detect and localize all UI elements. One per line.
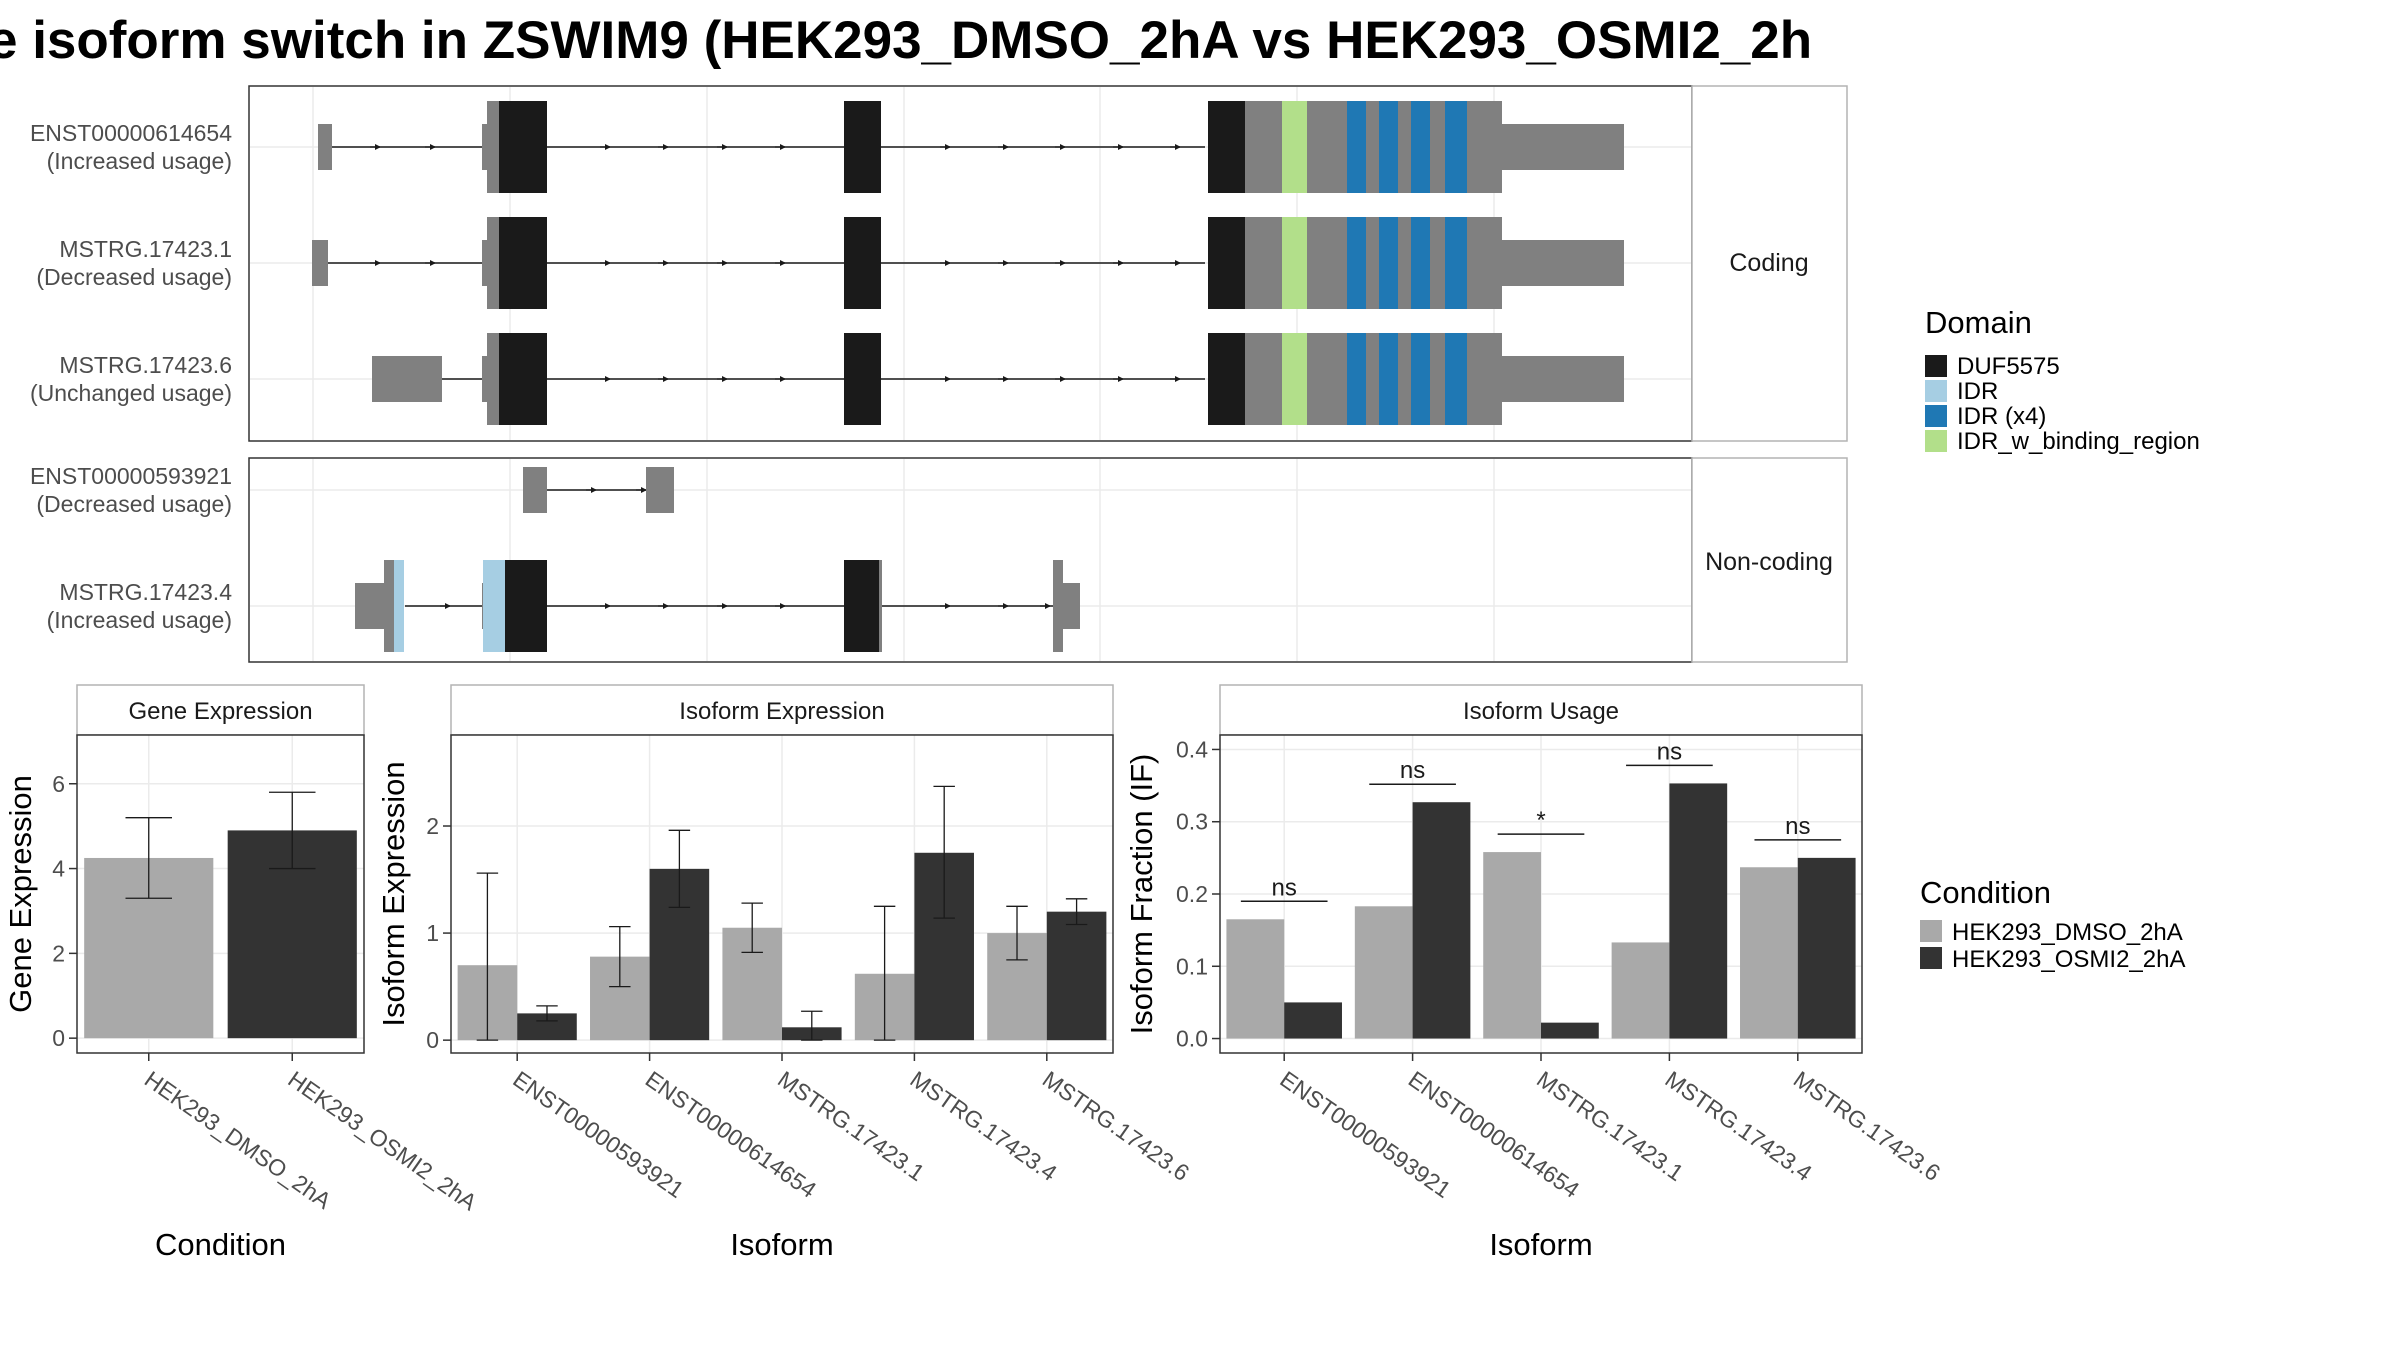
transcript-enst00000614654 [318,101,1624,193]
isoform-label-usage: (Increased usage) [47,607,232,633]
significance-label: ns [1657,738,1682,765]
significance-label: ns [1272,874,1297,901]
bar [1541,1022,1599,1039]
transcript-mstrg-17423-4 [355,560,1080,652]
transcript-enst00000593921 [523,467,674,513]
y-tick-label: 0 [52,1025,65,1051]
y-tick-label: 1 [426,920,439,946]
domain-legend-title: Domain [1925,305,2032,340]
bar [1046,911,1107,1041]
isoform-usage-chart: Isoform Usagensns*nsns0.00.10.20.30.4ENS… [1124,684,1945,1262]
legend-label: HEK293_OSMI2_2hA [1952,946,2185,973]
y-axis-title: Isoform Fraction (IF) [1124,754,1159,1035]
panel-noncoding-border [248,457,1693,663]
bar [1354,906,1413,1039]
chart-title: Isoform Usage [1463,698,1619,725]
facet-label-coding: Coding [1729,249,1808,277]
x-tick-label: MSTRG.17423.4 [906,1066,1062,1186]
isoform-expression-chart: Isoform Expression012ENST00000593921ENST… [376,684,1194,1262]
y-tick-label: 2 [426,813,439,839]
isoform-labels: ENST00000614654 (Increased usage) MSTRG.… [30,120,232,633]
bar [1669,783,1728,1039]
isoform-label-usage: (Unchanged usage) [30,380,232,406]
y-tick-label: 4 [52,856,65,882]
domain-legend: Domain DUF5575 IDR IDR (x4) IDR_w_bindin… [1925,305,2200,455]
isoform-label-id: ENST00000593921 [30,463,232,489]
plot-border [76,734,365,1054]
y-tick-label: 2 [52,940,65,966]
bar [1483,852,1541,1039]
legend-swatch-idr [1925,380,1947,402]
bar [1611,942,1670,1039]
chart-title-strip [450,684,1114,736]
x-axis-title: Isoform [1489,1227,1592,1262]
bar [1412,802,1471,1039]
facet-strip-noncoding [1691,457,1848,663]
x-axis-title: Condition [155,1227,286,1262]
bar [1740,867,1798,1039]
x-tick-label: MSTRG.17423.6 [1038,1066,1194,1186]
significance-label: ns [1400,757,1425,784]
significance-label: ns [1785,813,1810,840]
legend-label: HEK293_DMSO_2hA [1952,919,2183,946]
transcript-mstrg-17423-1 [312,217,1624,309]
chart-title-strip [76,684,365,736]
isoform-label-usage: (Increased usage) [47,148,232,174]
legend-swatch-idr-binding [1925,430,1947,452]
legend-label: IDR_w_binding_region [1957,428,2200,455]
y-axis-title: Isoform Expression [376,761,411,1026]
chart-title: Gene Expression [128,698,312,725]
condition-legend-title: Condition [1920,875,2051,910]
figure-title: e isoform switch in ZSWIM9 (HEK293_DMSO_… [0,11,1812,70]
legend-swatch-idr-x4 [1925,405,1947,427]
x-axis-title: Isoform [730,1227,833,1262]
structure-panel-noncoding: Non-coding [248,457,1848,663]
isoform-label-id: MSTRG.17423.6 [59,352,232,378]
structure-panel-coding: Coding [248,85,1848,442]
legend-swatch-duf5575 [1925,355,1947,377]
isoform-label-usage: (Decreased usage) [36,264,232,290]
legend-label: IDR [1957,378,1998,405]
isoform-label-id: ENST00000614654 [30,120,232,146]
chart-title: Isoform Expression [679,698,884,725]
transcript-mstrg-17423-6 [372,333,1624,425]
y-tick-label: 0.1 [1176,953,1208,979]
y-axis-title: Gene Expression [3,775,38,1013]
bar [1226,919,1285,1039]
isoform-label-id: MSTRG.17423.1 [59,236,232,262]
condition-legend: Condition HEK293_DMSO_2hA HEK293_OSMI2_2… [1920,875,2185,973]
legend-label: IDR (x4) [1957,403,2046,430]
y-tick-label: 0.0 [1176,1026,1208,1052]
legend-swatch-osmi2 [1920,947,1942,969]
facet-strip-coding [1691,85,1848,442]
isoform-label-id: MSTRG.17423.4 [59,579,232,605]
y-tick-label: 0.4 [1176,736,1208,762]
y-tick-label: 6 [52,771,65,797]
y-tick-label: 0.3 [1176,809,1208,835]
y-tick-label: 0 [426,1027,439,1053]
facet-label-noncoding: Non-coding [1705,548,1833,576]
y-tick-label: 0.2 [1176,881,1208,907]
significance-label: * [1536,807,1545,834]
legend-label: DUF5575 [1957,353,2060,380]
isoform-label-usage: (Decreased usage) [36,491,232,517]
legend-swatch-dmso [1920,920,1942,942]
bar [1284,1002,1342,1039]
bar [1797,857,1856,1039]
